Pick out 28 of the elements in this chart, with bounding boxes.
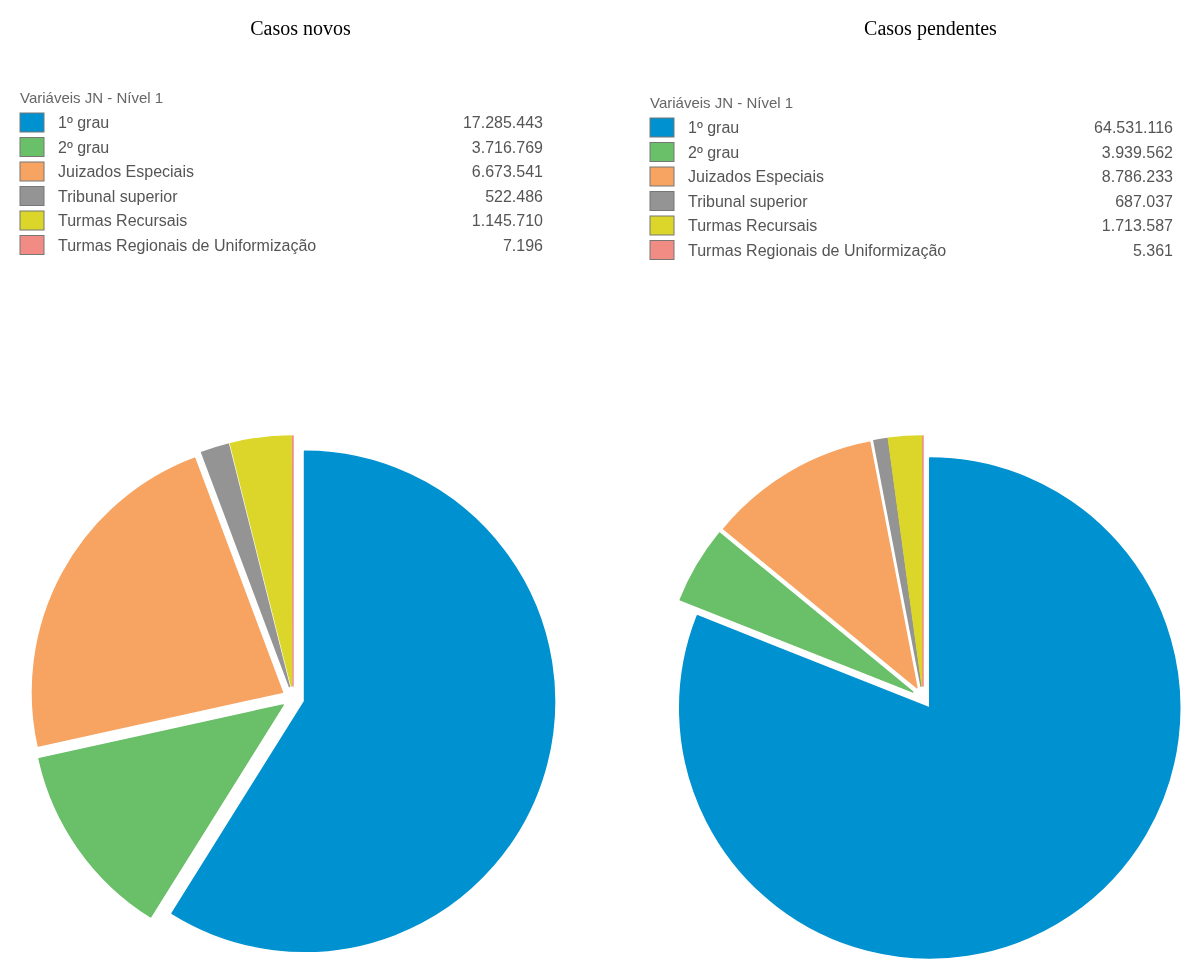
data-label: 522.486	[485, 187, 544, 205]
legend-label: Tribunal superior	[688, 192, 809, 210]
legend-label: Tribunal superior	[58, 187, 179, 205]
data-label: 3.716.769	[471, 138, 544, 156]
legend-label: 2º grau	[688, 143, 740, 161]
chart-title: Casos pendentes	[864, 17, 998, 40]
data-label: 5.361	[1132, 241, 1174, 259]
legend-label: 1º grau	[58, 114, 110, 131]
legend-title: Variáveis JN - Nível 1	[20, 89, 164, 106]
legend-title: Variáveis JN - Nível 1	[650, 94, 794, 111]
data-label: 17.285.443	[462, 114, 544, 131]
legend-label: Turmas Recursais	[58, 212, 188, 229]
data-label: 1.145.710	[471, 212, 544, 229]
legend-label: Juizados Especiais	[688, 168, 825, 185]
legend-label: Turmas Regionais de Uniformização	[688, 241, 947, 259]
data-label: 64.531.116	[1094, 119, 1174, 136]
data-label: 1.713.587	[1101, 217, 1174, 234]
data-label: 687.037	[1115, 192, 1174, 210]
chart-title: Casos novos	[250, 17, 351, 39]
data-label: 8.786.233	[1101, 168, 1174, 185]
legend-label: Turmas Recursais	[688, 217, 818, 234]
legend-label: Juizados Especiais	[58, 163, 195, 180]
data-label: 7.196	[502, 236, 544, 254]
legend-label: 2º grau	[58, 138, 110, 156]
data-label: 6.673.541	[471, 163, 544, 180]
legend-label: 1º grau	[688, 119, 740, 136]
data-label: 3.939.562	[1101, 143, 1174, 161]
legend-label: Turmas Regionais de Uniformização	[58, 236, 317, 254]
